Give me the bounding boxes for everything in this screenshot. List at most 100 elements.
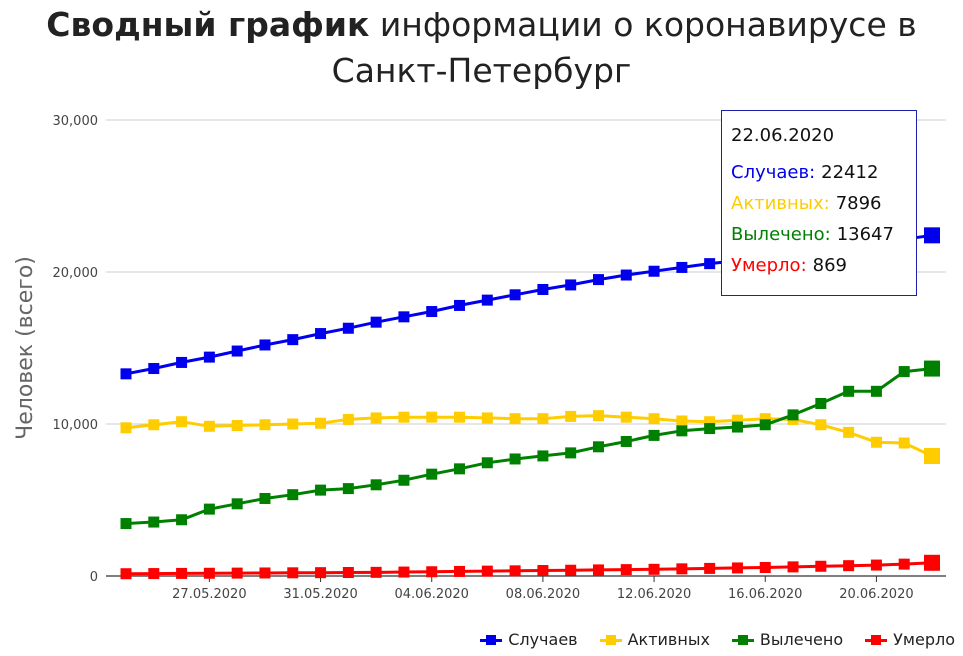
data-point-0-3 [203,351,215,363]
data-point-3-7 [315,567,327,579]
data-point-1-12 [454,411,466,423]
data-point-1-26 [843,426,855,438]
data-point-1-7 [315,417,327,429]
data-point-0-17 [592,274,604,286]
x-tick-label: 31.05.2020 [283,587,357,602]
data-point-2-24 [787,409,799,421]
data-point-3-3 [203,567,215,579]
data-point-1-25 [815,419,827,431]
data-point-3-19 [648,563,660,575]
legend-swatch-died [865,634,888,645]
data-point-0-29 [924,227,940,244]
data-point-0-19 [648,265,660,277]
data-point-2-14 [509,453,521,465]
data-point-2-12 [454,463,466,475]
data-point-0-20 [676,261,688,273]
data-point-2-1 [148,516,160,528]
data-point-2-15 [537,450,549,462]
data-point-1-13 [481,412,493,424]
data-point-3-21 [704,562,716,574]
data-point-3-20 [676,563,688,575]
data-point-3-1 [148,568,160,580]
legend-item-cases[interactable]: Случаев [480,630,578,649]
data-point-2-25 [815,397,827,409]
data-point-2-3 [203,503,215,515]
data-point-1-0 [120,422,132,434]
data-point-2-28 [898,366,910,378]
tooltip-label-active: Активных: [731,193,830,214]
tooltip-label-recovered: Вылечено: [731,224,831,245]
data-point-3-16 [565,564,577,576]
data-point-1-15 [537,413,549,425]
data-point-0-12 [454,299,466,311]
legend-item-died[interactable]: Умерло [865,630,955,649]
tooltip-row-recovered: Вылечено: 13647 [731,219,908,250]
legend-label-recovered: Вылечено [759,630,844,649]
x-tick-label: 04.06.2020 [395,587,469,602]
data-point-1-28 [898,437,910,449]
data-point-0-2 [176,356,188,368]
tooltip-value-recovered: 13647 [836,224,894,245]
data-point-3-26 [843,560,855,572]
data-point-3-8 [342,567,354,579]
tooltip-value-died: 869 [812,255,847,276]
tooltip-label-died: Умерло: [731,255,807,276]
tooltip-date: 22.06.2020 [731,125,835,146]
data-point-2-22 [731,421,743,433]
data-point-2-2 [176,514,188,526]
data-point-3-15 [537,565,549,577]
data-point-3-12 [454,565,466,577]
data-point-2-20 [676,425,688,437]
data-point-1-17 [592,410,604,422]
data-point-1-27 [870,436,882,448]
data-point-3-29 [924,554,940,571]
y-tick-label: 0 [90,570,98,585]
data-point-2-10 [398,474,410,486]
data-point-1-4 [231,420,243,432]
data-point-0-21 [704,258,716,270]
legend-item-recovered[interactable]: Вылечено [731,630,844,649]
data-point-2-8 [342,483,354,495]
data-point-3-23 [759,561,771,573]
series-line-2 [125,367,933,526]
tooltip-label-cases: Случаев: [731,162,816,183]
data-point-3-2 [176,567,188,579]
data-point-2-19 [648,429,660,441]
data-point-2-0 [120,518,132,530]
data-point-2-21 [704,423,716,435]
data-point-3-24 [787,561,799,573]
data-point-3-9 [370,566,382,578]
data-point-3-4 [231,567,243,579]
data-point-0-13 [481,294,493,306]
data-point-2-7 [315,484,327,496]
data-point-0-7 [315,328,327,340]
x-tick-label: 16.06.2020 [728,587,802,602]
data-point-0-14 [509,289,521,301]
data-point-0-6 [287,334,299,346]
legend-swatch-cases [480,634,503,645]
data-point-3-14 [509,565,521,577]
data-point-0-0 [120,368,132,380]
data-point-2-5 [259,492,271,504]
data-point-0-18 [620,269,632,281]
legend-item-active[interactable]: Активных [599,630,710,649]
data-point-1-1 [148,419,160,431]
data-point-1-16 [565,410,577,422]
tooltip-value-cases: 22412 [821,162,879,183]
y-tick-label: 20,000 [53,266,99,281]
data-point-1-21 [704,416,716,428]
data-point-2-29 [924,360,940,377]
data-point-0-9 [370,316,382,328]
series-line-1 [125,414,933,458]
data-point-1-3 [203,420,215,432]
x-tick-label: 27.05.2020 [172,587,246,602]
chart-title: Сводный график информации о коронавирусе… [0,2,963,94]
data-point-2-27 [870,385,882,397]
chart-title-rest: информации о коронавирусе в Санкт-Петерб… [331,5,917,90]
data-point-3-17 [592,564,604,576]
legend-label-died: Умерло [893,630,955,649]
data-point-2-11 [426,468,438,480]
data-point-2-13 [481,457,493,469]
data-point-2-23 [759,419,771,431]
data-point-3-18 [620,564,632,576]
